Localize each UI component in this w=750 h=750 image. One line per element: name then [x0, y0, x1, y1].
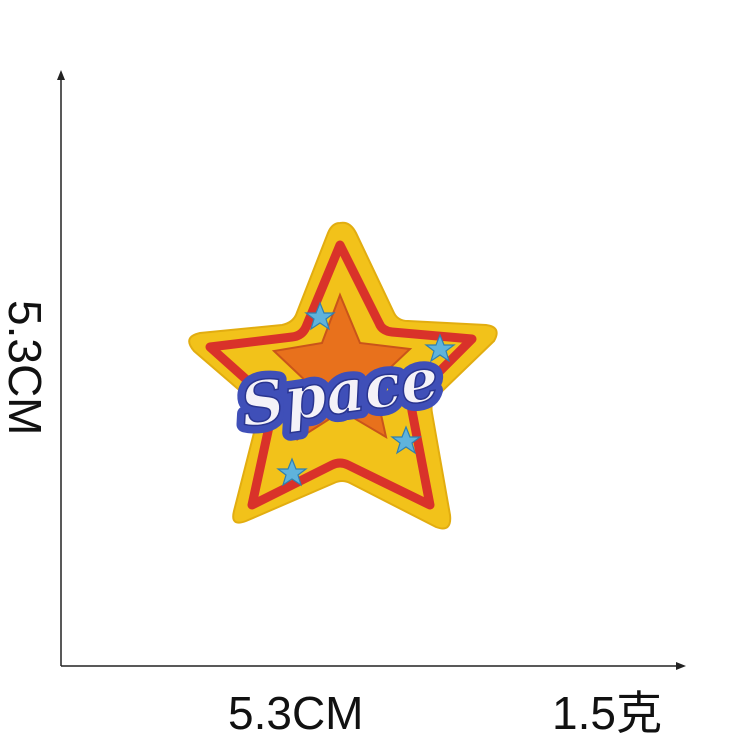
horizontal-axis-arrow	[676, 662, 686, 670]
patch-inner-star	[271, 292, 413, 442]
width-label: 5.3CM	[228, 687, 364, 739]
vertical-axis-arrow	[57, 70, 65, 80]
weight-label: 1.5克	[552, 687, 662, 739]
space-star-patch: Space Space	[188, 221, 498, 530]
small-blue-stars	[276, 301, 456, 487]
height-label: 5.3CM	[0, 300, 51, 436]
small-star-icon	[276, 457, 308, 487]
small-star-icon	[390, 425, 422, 455]
small-star-icon	[424, 333, 456, 363]
patch-red-border	[205, 240, 477, 510]
small-star-icon	[304, 301, 336, 331]
height-label-container: 5.3CM	[0, 300, 56, 460]
